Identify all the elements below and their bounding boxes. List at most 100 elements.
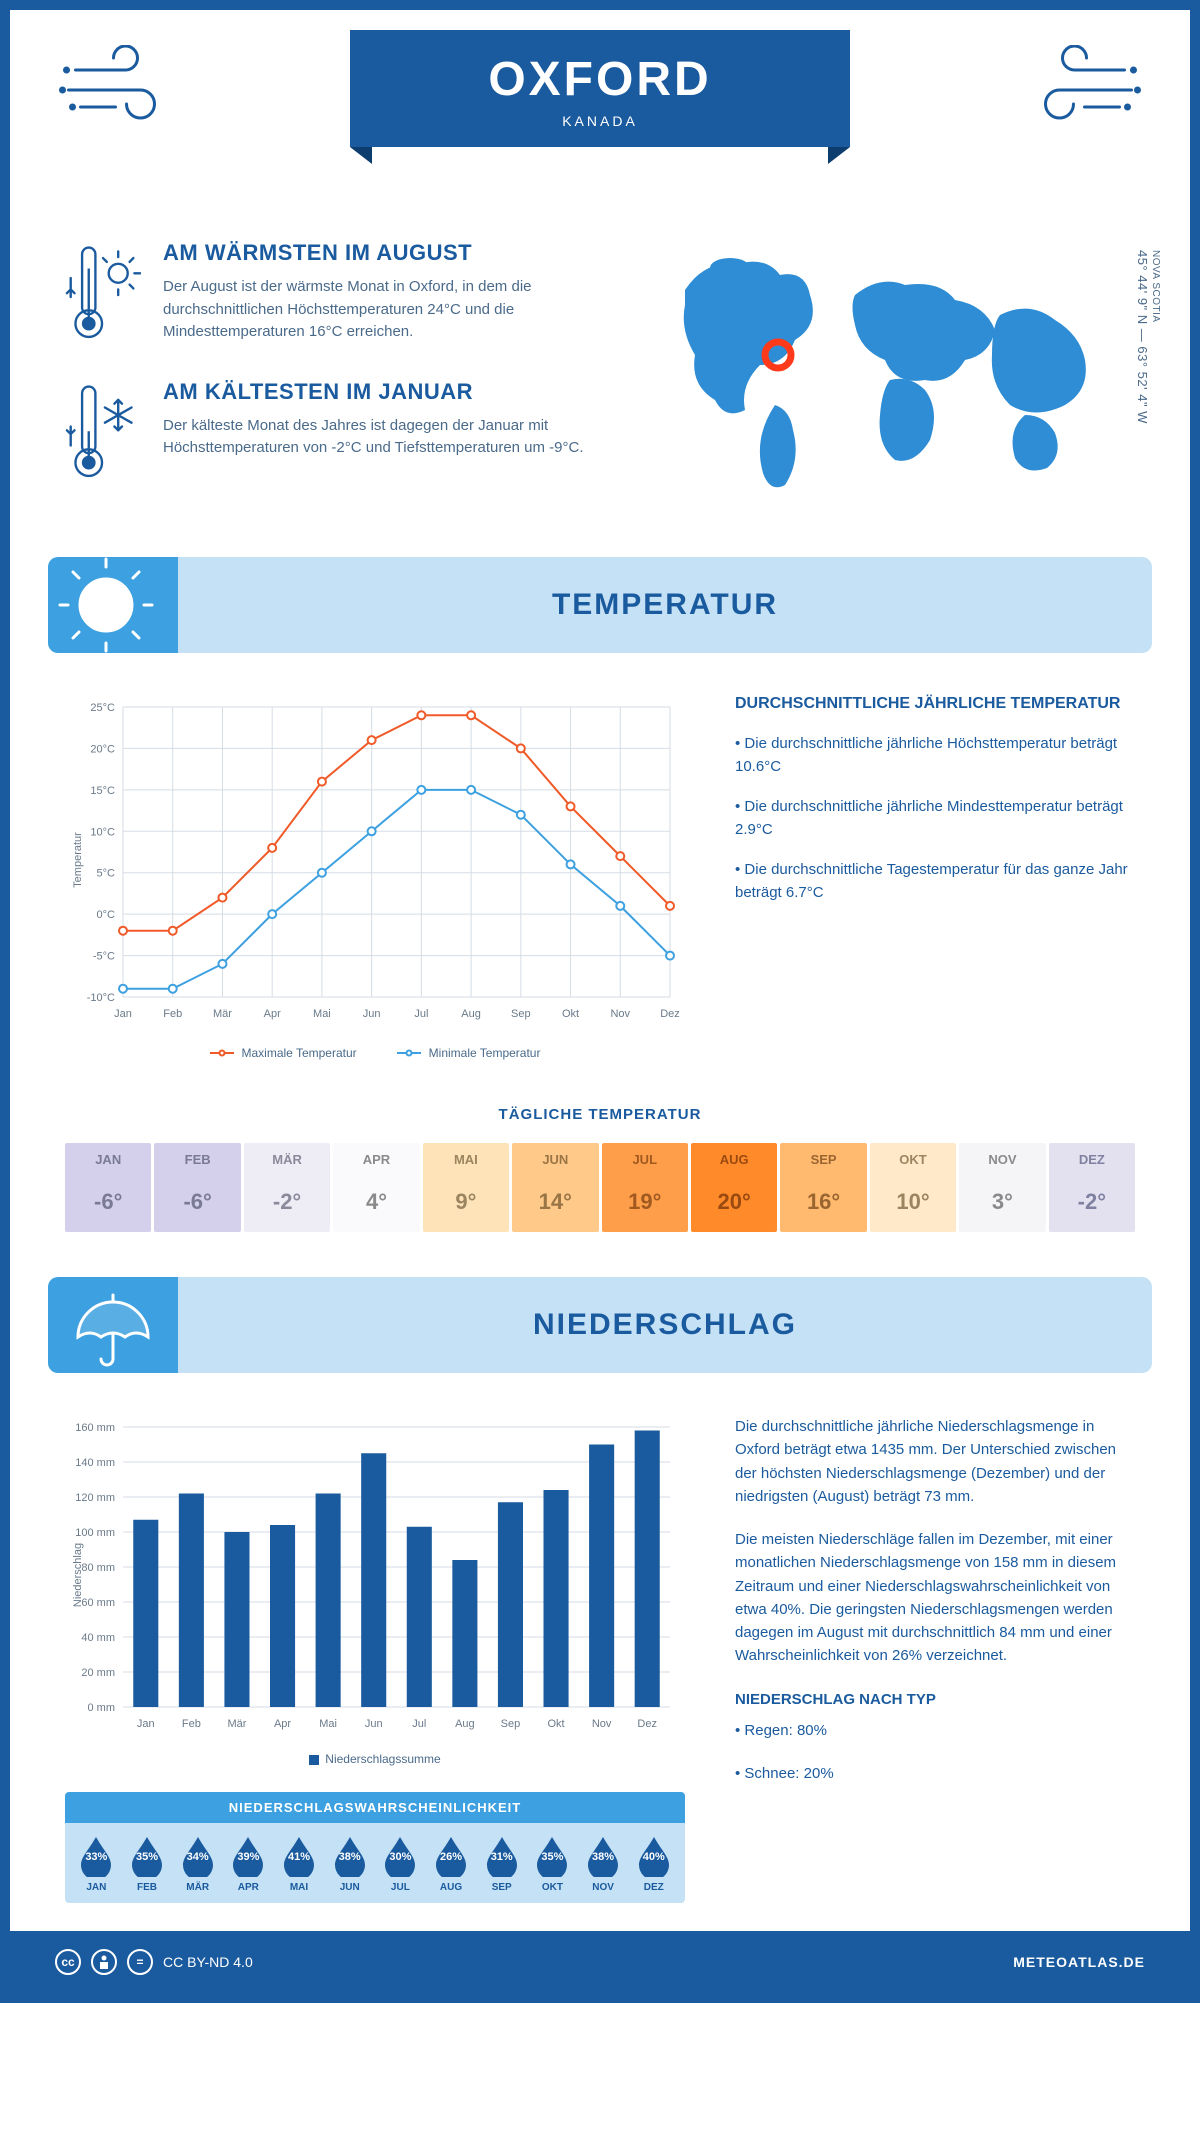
precipitation-text: Die durchschnittliche jährliche Niedersc… — [735, 1415, 1135, 1903]
facts-column: AM WÄRMSTEN IM AUGUST Der August ist der… — [65, 240, 615, 517]
precip-type-heading: NIEDERSCHLAG NACH TYP — [735, 1688, 1135, 1711]
daily-cell: FEB-6° — [154, 1143, 240, 1232]
svg-text:Aug: Aug — [461, 1008, 481, 1020]
prob-cell: 34%MÄR — [172, 1835, 223, 1893]
cold-text: Der kälteste Monat des Jahres ist dagege… — [163, 415, 615, 460]
svg-text:Dez: Dez — [637, 1718, 657, 1730]
lon-label: 63° 52' 4" W — [1135, 346, 1150, 424]
temperature-title: TEMPERATUR — [552, 588, 778, 622]
prob-cell: 35%FEB — [122, 1835, 173, 1893]
precipitation-section-header: NIEDERSCHLAG — [48, 1277, 1152, 1373]
daily-cell: APR4° — [333, 1143, 419, 1232]
temperature-section-header: TEMPERATUR — [48, 557, 1152, 653]
svg-text:20 mm: 20 mm — [81, 1667, 115, 1679]
legend-max: Maximale Temperatur — [242, 1046, 357, 1060]
svg-text:Okt: Okt — [562, 1008, 579, 1020]
daily-cell: NOV3° — [959, 1143, 1045, 1232]
prob-cell: 31%SEP — [476, 1835, 527, 1893]
thermometer-sun-icon — [65, 240, 141, 345]
svg-text:Dez: Dez — [660, 1008, 680, 1020]
site-name: METEOATLAS.DE — [1013, 1954, 1145, 1970]
svg-text:25°C: 25°C — [90, 702, 115, 714]
svg-text:Mär: Mär — [213, 1008, 232, 1020]
country-subtitle: KANADA — [350, 113, 850, 129]
prob-cell: 33%JAN — [71, 1835, 122, 1893]
svg-text:Feb: Feb — [163, 1008, 182, 1020]
precip-p2: Die meisten Niederschläge fallen im Deze… — [735, 1528, 1135, 1668]
prob-cell: 30%JUL — [375, 1835, 426, 1893]
svg-text:Jul: Jul — [414, 1008, 428, 1020]
precipitation-title: NIEDERSCHLAG — [533, 1308, 797, 1342]
umbrella-icon — [48, 1277, 178, 1373]
license-block: cc = CC BY-ND 4.0 — [55, 1949, 253, 1975]
precip-legend: Niederschlagssumme — [65, 1752, 685, 1766]
svg-text:60 mm: 60 mm — [81, 1597, 115, 1609]
svg-text:Nov: Nov — [592, 1718, 612, 1730]
svg-text:Jan: Jan — [114, 1008, 132, 1020]
daily-cell: AUG20° — [691, 1143, 777, 1232]
temperature-chart: -10°C-5°C0°C5°C10°C15°C20°C25°CJanFebMär… — [65, 695, 685, 1060]
daily-cell: SEP16° — [780, 1143, 866, 1232]
nd-icon: = — [127, 1949, 153, 1975]
prob-cell: 38%JUN — [324, 1835, 375, 1893]
precip-snow: • Schnee: 20% — [735, 1762, 1135, 1785]
wind-icon — [1017, 45, 1142, 135]
license-text: CC BY-ND 4.0 — [163, 1954, 253, 1970]
wind-icon — [58, 45, 183, 135]
svg-text:Apr: Apr — [274, 1718, 291, 1730]
svg-text:10°C: 10°C — [90, 826, 115, 838]
temperature-legend: Maximale Temperatur Minimale Temperatur — [65, 1046, 685, 1060]
footer: cc = CC BY-ND 4.0 METEOATLAS.DE — [10, 1931, 1190, 1993]
prob-cell: 39%APR — [223, 1835, 274, 1893]
svg-text:Feb: Feb — [182, 1718, 201, 1730]
svg-text:Okt: Okt — [547, 1718, 564, 1730]
region-label: NOVA SCOTIA — [1150, 250, 1161, 416]
temp-text-heading: DURCHSCHNITTLICHE JÄHRLICHE TEMPERATUR — [735, 695, 1135, 713]
svg-text:Sep: Sep — [511, 1008, 531, 1020]
by-icon — [91, 1949, 117, 1975]
daily-cell: JAN-6° — [65, 1143, 151, 1232]
svg-text:0 mm: 0 mm — [88, 1702, 116, 1714]
svg-text:Temperatur: Temperatur — [72, 832, 84, 888]
svg-text:15°C: 15°C — [90, 785, 115, 797]
svg-text:80 mm: 80 mm — [81, 1562, 115, 1574]
svg-text:160 mm: 160 mm — [75, 1422, 115, 1434]
svg-text:Jun: Jun — [365, 1718, 383, 1730]
intro-section: AM WÄRMSTEN IM AUGUST Der August ist der… — [10, 210, 1190, 557]
cold-title: AM KÄLTESTEN IM JANUAR — [163, 379, 615, 405]
svg-text:5°C: 5°C — [97, 868, 116, 880]
prob-cell: 40%DEZ — [628, 1835, 679, 1893]
svg-text:-10°C: -10°C — [87, 992, 115, 1004]
warmest-fact: AM WÄRMSTEN IM AUGUST Der August ist der… — [65, 240, 615, 345]
precip-rain: • Regen: 80% — [735, 1719, 1135, 1742]
svg-text:40 mm: 40 mm — [81, 1632, 115, 1644]
cc-icon: cc — [55, 1949, 81, 1975]
svg-text:140 mm: 140 mm — [75, 1457, 115, 1469]
svg-text:Mai: Mai — [319, 1718, 337, 1730]
svg-text:Apr: Apr — [264, 1008, 281, 1020]
svg-text:Jan: Jan — [137, 1718, 155, 1730]
prob-cell: 41%MAI — [274, 1835, 325, 1893]
daily-cell: JUN14° — [512, 1143, 598, 1232]
sun-icon — [48, 557, 178, 653]
daily-cell: MÄR-2° — [244, 1143, 330, 1232]
svg-text:Sep: Sep — [501, 1718, 521, 1730]
daily-cell: MAI9° — [423, 1143, 509, 1232]
daily-cell: OKT10° — [870, 1143, 956, 1232]
svg-text:Jun: Jun — [363, 1008, 381, 1020]
lat-label: 45° 44' 9" N — [1135, 250, 1150, 325]
header: OXFORD KANADA — [10, 10, 1190, 210]
daily-temp-grid: JAN-6°FEB-6°MÄR-2°APR4°MAI9°JUN14°JUL19°… — [65, 1143, 1135, 1232]
precipitation-body: 0 mm20 mm40 mm60 mm80 mm100 mm120 mm140 … — [10, 1373, 1190, 1931]
prob-cell: 38%NOV — [578, 1835, 629, 1893]
temperature-body: -10°C-5°C0°C5°C10°C15°C20°C25°CJanFebMär… — [10, 653, 1190, 1088]
svg-text:Niederschlag: Niederschlag — [72, 1543, 84, 1607]
svg-text:Mai: Mai — [313, 1008, 331, 1020]
svg-text:Jul: Jul — [412, 1718, 426, 1730]
warm-text: Der August ist der wärmste Monat in Oxfo… — [163, 276, 615, 344]
svg-text:Mär: Mär — [227, 1718, 246, 1730]
prob-cell: 35%OKT — [527, 1835, 578, 1893]
daily-cell: JUL19° — [602, 1143, 688, 1232]
svg-text:20°C: 20°C — [90, 743, 115, 755]
coordinates: NOVA SCOTIA 45° 44' 9" N — 63° 52' 4" W — [1135, 250, 1161, 424]
